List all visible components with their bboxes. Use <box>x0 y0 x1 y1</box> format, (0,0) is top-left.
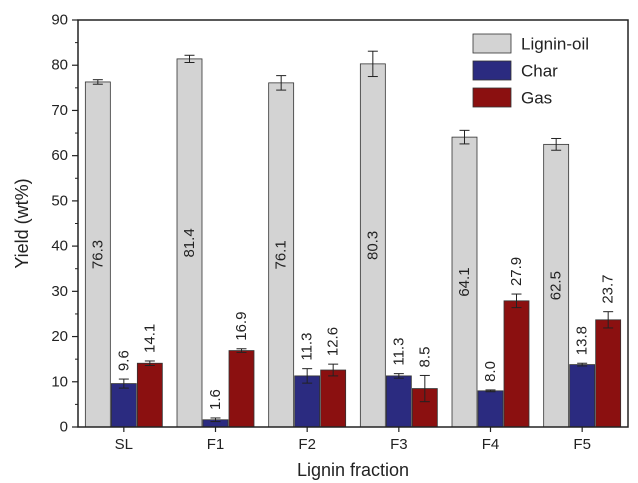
y-tick-label: 60 <box>51 147 68 164</box>
legend-label: Lignin-oil <box>521 35 589 54</box>
bar-lignin-oil-f2 <box>268 82 295 428</box>
x-tick-label: F5 <box>573 436 591 453</box>
data-label: 14.1 <box>141 324 158 353</box>
y-tick-label: 0 <box>60 419 68 436</box>
data-label: 76.1 <box>273 240 290 269</box>
y-tick-label: 20 <box>51 328 68 345</box>
bar-gas-f4 <box>503 300 530 428</box>
data-labels-layer: 76.3 9.6 14.1 81.4 1.6 16.9 76.1 11.3 12.6 80.3 11… <box>89 228 616 410</box>
legend-label: Char <box>521 62 558 81</box>
data-label: 23.7 <box>600 274 617 303</box>
y-tick-label: 80 <box>51 57 68 74</box>
bar-lignin-oil-f3 <box>359 63 386 428</box>
legend-swatch <box>472 33 512 54</box>
data-label: 11.3 <box>390 338 407 366</box>
data-label: 8.5 <box>416 347 433 368</box>
data-label: 62.5 <box>548 271 565 300</box>
x-tick-label: F4 <box>482 436 500 453</box>
data-label: 81.4 <box>181 228 198 257</box>
data-label: 1.6 <box>207 389 224 410</box>
axis-ticks-layer: SL F1 F2 F3 F4 F5 0 10 20 30 40 50 60 70 80 90 <box>51 12 591 454</box>
bar-gas-f1 <box>228 350 255 428</box>
x-tick-label: F1 <box>207 436 225 453</box>
data-label: 64.1 <box>456 267 473 296</box>
bar-gas-sl <box>136 362 163 428</box>
bar-lignin-oil-f4 <box>451 136 478 428</box>
data-label: 9.6 <box>115 350 132 371</box>
y-axis-title: Yield (wt%) <box>12 178 32 268</box>
x-axis-title: Lignin fraction <box>297 460 409 480</box>
bar-char-f5 <box>569 364 596 428</box>
y-tick-label: 50 <box>51 192 68 209</box>
y-tick-label: 10 <box>51 373 68 390</box>
x-tick-label: F3 <box>390 436 408 453</box>
legend-label: Gas <box>521 89 552 108</box>
bar-char-sl <box>110 383 137 428</box>
y-tick-label: 70 <box>51 102 68 119</box>
legend-swatch <box>472 87 512 108</box>
data-label: 16.9 <box>233 312 250 341</box>
y-tick-label: 40 <box>51 238 68 255</box>
legend-swatch <box>472 60 512 81</box>
bar-char-f3 <box>385 375 412 428</box>
bars-layer <box>84 50 622 428</box>
bar-gas-f5 <box>595 319 622 428</box>
bar-char-f4 <box>477 390 504 428</box>
bar-char-f2 <box>294 375 321 428</box>
bar-lignin-oil-sl <box>84 81 111 428</box>
x-tick-label: SL <box>115 436 133 453</box>
data-label: 27.9 <box>508 257 525 286</box>
data-label: 13.8 <box>574 326 591 355</box>
bar-lignin-oil-f5 <box>543 143 570 428</box>
data-label: 8.0 <box>482 361 499 382</box>
data-label: 11.3 <box>299 333 316 361</box>
data-label: 76.3 <box>89 240 106 269</box>
y-tick-label: 30 <box>51 283 68 300</box>
bar-gas-f2 <box>320 369 347 428</box>
data-label: 12.6 <box>325 327 342 356</box>
legend: Lignin-oil Char Gas <box>472 33 589 108</box>
x-tick-label: F2 <box>298 436 316 453</box>
data-label: 80.3 <box>364 231 381 260</box>
y-tick-label: 90 <box>51 12 68 29</box>
